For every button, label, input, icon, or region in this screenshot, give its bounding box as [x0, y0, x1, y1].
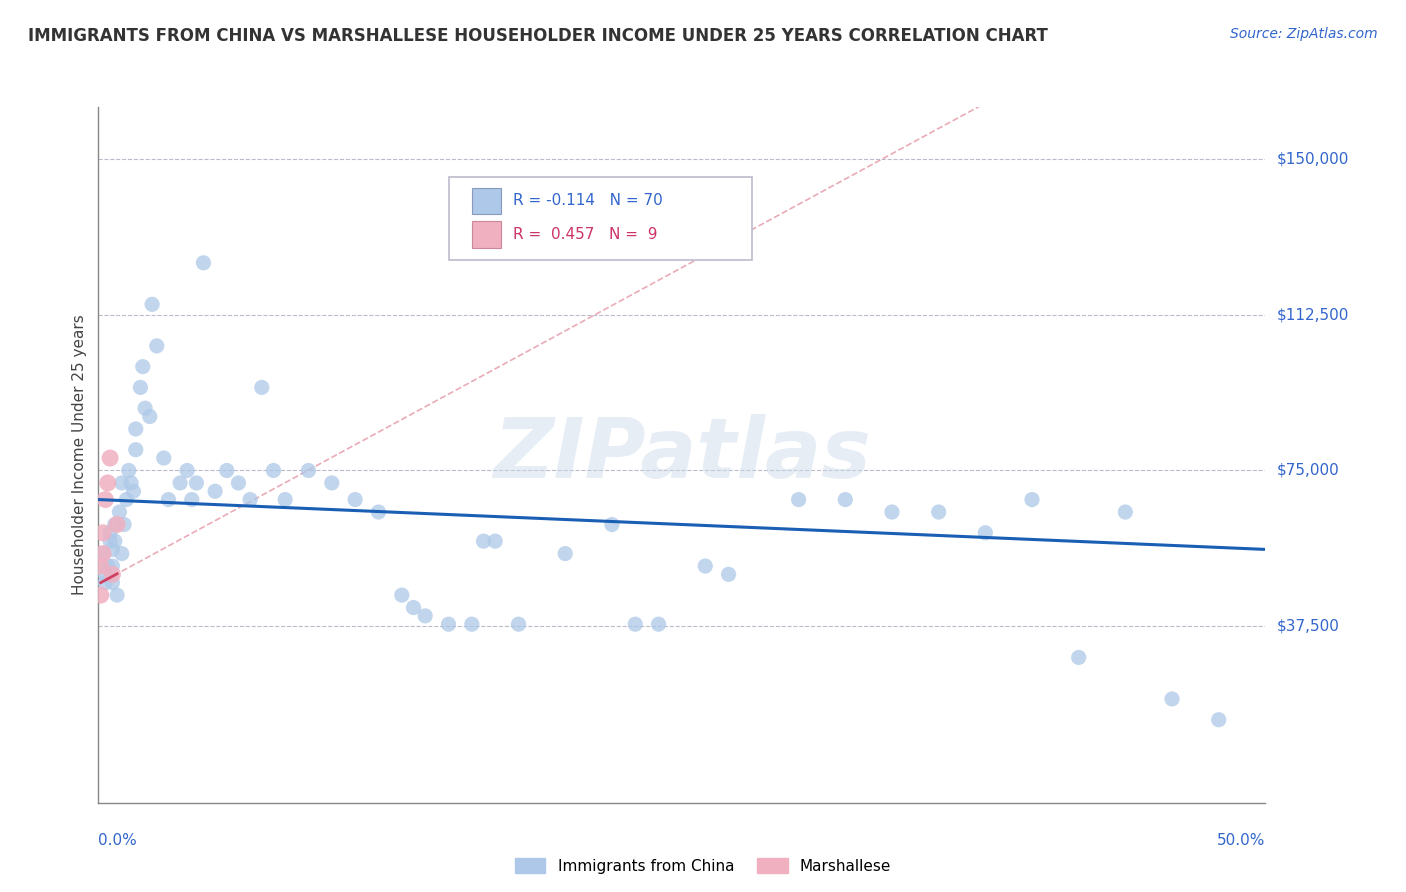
Point: [101, 559, 124, 574]
Point: [413, 608, 436, 623]
Point: [1021, 492, 1043, 507]
Point: [98, 450, 121, 465]
Point: [554, 547, 576, 561]
Point: [104, 517, 127, 532]
Point: [391, 588, 413, 602]
Point: [1208, 713, 1230, 727]
Point: [157, 492, 180, 507]
Point: [472, 534, 495, 549]
Point: [1161, 692, 1184, 706]
Point: [152, 450, 174, 465]
Point: [193, 256, 215, 270]
Point: [141, 297, 163, 311]
Text: ZIPatlas: ZIPatlas: [494, 415, 870, 495]
Point: [94, 492, 117, 507]
Point: [111, 475, 134, 490]
Point: [695, 559, 717, 574]
Point: [101, 575, 124, 590]
Point: [146, 339, 169, 353]
Point: [402, 600, 425, 615]
FancyBboxPatch shape: [449, 177, 752, 260]
Point: [204, 484, 226, 499]
Text: R =  0.457   N =  9: R = 0.457 N = 9: [513, 227, 657, 242]
Text: IMMIGRANTS FROM CHINA VS MARSHALLESE HOUSEHOLDER INCOME UNDER 25 YEARS CORRELATI: IMMIGRANTS FROM CHINA VS MARSHALLESE HOU…: [28, 27, 1047, 45]
Point: [122, 484, 145, 499]
Point: [91, 547, 114, 561]
Bar: [472, 187, 501, 214]
Point: [974, 525, 997, 540]
Point: [111, 547, 134, 561]
Point: [139, 409, 162, 424]
Point: [297, 463, 319, 477]
Point: [129, 380, 152, 394]
Point: [91, 525, 114, 540]
Point: [169, 475, 191, 490]
Point: [186, 475, 208, 490]
Point: [461, 617, 484, 632]
Point: [101, 542, 124, 557]
Point: [239, 492, 262, 507]
Point: [125, 422, 148, 436]
Text: 50.0%: 50.0%: [1218, 833, 1265, 848]
Point: [274, 492, 297, 507]
Point: [118, 463, 141, 477]
Bar: [472, 221, 501, 248]
Point: [880, 505, 903, 519]
Text: $150,000: $150,000: [1277, 152, 1348, 167]
Text: R = -0.114   N = 70: R = -0.114 N = 70: [513, 194, 662, 209]
Point: [101, 567, 124, 582]
Point: [367, 505, 389, 519]
Point: [90, 559, 112, 574]
Point: [105, 588, 128, 602]
Point: [437, 617, 460, 632]
Point: [834, 492, 856, 507]
Point: [624, 617, 647, 632]
Point: [105, 517, 128, 532]
Text: $37,500: $37,500: [1277, 619, 1340, 633]
Point: [180, 492, 202, 507]
Point: [262, 463, 284, 477]
Point: [787, 492, 810, 507]
Point: [112, 517, 135, 532]
Point: [94, 567, 117, 582]
Point: [134, 401, 156, 416]
Point: [91, 547, 114, 561]
Point: [508, 617, 530, 632]
Point: [717, 567, 740, 582]
Legend: Immigrants from China, Marshallese: Immigrants from China, Marshallese: [509, 852, 897, 880]
Point: [94, 575, 117, 590]
Point: [228, 475, 250, 490]
Point: [108, 505, 131, 519]
Point: [115, 492, 138, 507]
Point: [120, 475, 142, 490]
Point: [321, 475, 343, 490]
Point: [98, 525, 121, 540]
Point: [125, 442, 148, 457]
Point: [647, 617, 669, 632]
Y-axis label: Householder Income Under 25 years: Householder Income Under 25 years: [72, 315, 87, 595]
Point: [104, 534, 127, 549]
Point: [1114, 505, 1136, 519]
Point: [98, 534, 121, 549]
Point: [928, 505, 950, 519]
Point: [97, 475, 120, 490]
Text: 0.0%: 0.0%: [98, 833, 138, 848]
Point: [97, 559, 120, 574]
Text: $75,000: $75,000: [1277, 463, 1340, 478]
Point: [132, 359, 155, 374]
Text: Source: ZipAtlas.com: Source: ZipAtlas.com: [1230, 27, 1378, 41]
Point: [484, 534, 506, 549]
Text: $112,500: $112,500: [1277, 307, 1348, 322]
Point: [600, 517, 623, 532]
Point: [90, 588, 112, 602]
Point: [344, 492, 367, 507]
Point: [1067, 650, 1090, 665]
Point: [176, 463, 198, 477]
Point: [215, 463, 238, 477]
Point: [250, 380, 273, 394]
